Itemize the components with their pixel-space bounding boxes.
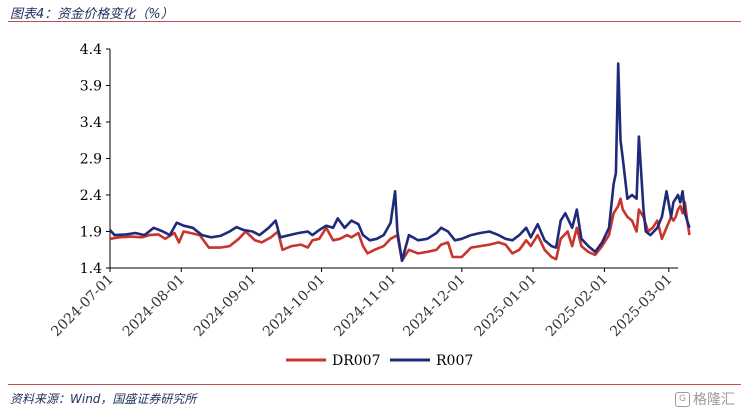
- y-tick-label: 2.4: [80, 188, 102, 204]
- y-tick-label: 1.9: [80, 225, 102, 241]
- bottom-rule: [8, 384, 741, 385]
- x-tick-label: 2024-07-01: [48, 272, 116, 340]
- series-line-dr007: [109, 197, 691, 262]
- series-layer: [109, 62, 691, 262]
- watermark: G 格隆汇: [675, 389, 735, 409]
- y-tick-label: 4.4: [80, 42, 102, 58]
- x-tick-label: 2025-01-01: [472, 272, 540, 340]
- chart-axes: 1.4 1.9 2.4 2.9 3.4 3.9 4.4 2024-07-01 2024-08-0…: [48, 42, 678, 340]
- x-tick-label: 2025-02-01: [543, 272, 611, 340]
- y-tick-label: 2.9: [80, 152, 102, 168]
- legend-label-r007: R007: [436, 353, 473, 369]
- source-note: 资料来源：Wind，国盛证券研究所: [10, 392, 197, 406]
- x-tick-label: 2024-09-01: [191, 272, 259, 340]
- x-tick-label: 2024-10-01: [260, 272, 328, 340]
- y-tick-label: 1.4: [80, 261, 102, 277]
- legend-label-dr007: DR007: [332, 353, 381, 369]
- watermark-logo-icon: G: [675, 391, 690, 407]
- y-tick-label: 3.4: [80, 115, 102, 131]
- x-tick-label: 2024-11-01: [331, 272, 399, 340]
- x-tick-label: 2025-03-01: [607, 272, 675, 340]
- x-tick-label: 2024-12-01: [400, 272, 468, 340]
- watermark-text: 格隆汇: [693, 392, 735, 408]
- top-rule: [8, 21, 741, 22]
- line-chart: 1.4 1.9 2.4 2.9 3.4 3.9 4.4 2024-07-01 2024-08-0…: [48, 42, 691, 369]
- chart-legend: DR007 R007: [286, 353, 473, 369]
- x-tick-label: 2024-08-01: [120, 272, 188, 340]
- figure-title: 图表4：资金价格变化（%）: [10, 7, 174, 22]
- series-line-r007: [109, 62, 691, 262]
- y-tick-label: 3.9: [80, 79, 102, 95]
